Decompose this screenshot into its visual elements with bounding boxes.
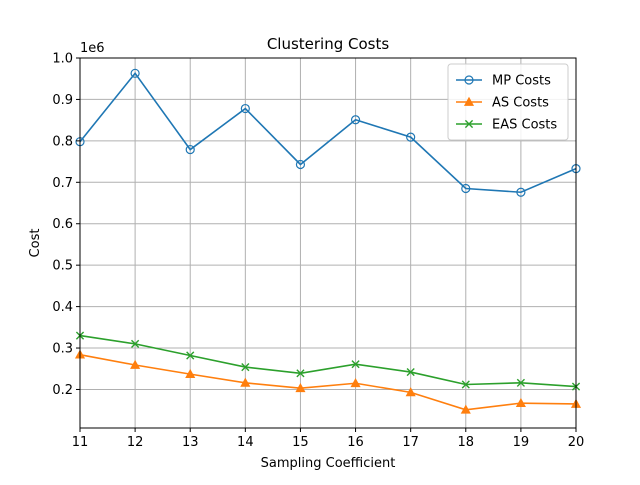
y-axis-ticks: 0.2 0.3 0.4 0.5 0.6 0.7 0.8 0.9 1.0: [52, 52, 80, 398]
x-tick-label: 12: [127, 435, 144, 450]
x-tick-label: 15: [292, 435, 309, 450]
legend-item-mp-costs: MP Costs: [456, 74, 551, 89]
y-tick-label: 0.4: [52, 300, 73, 315]
mp-costs-point: [461, 183, 471, 194]
y-tick-label: 0.6: [52, 217, 73, 232]
mp-costs-point: [516, 187, 526, 197]
chart-title: Clustering Costs: [267, 35, 390, 53]
legend: MP Costs AS Costs EAS Costs: [447, 63, 569, 141]
legend-item-eas-costs: EAS Costs: [456, 118, 557, 133]
y-tick-label: 0.3: [52, 342, 73, 357]
eas-costs-point-stroke: [296, 369, 305, 378]
as-costs-point: [350, 378, 361, 388]
x-tick-label: 19: [513, 435, 530, 450]
eas-costs-point: [241, 362, 250, 372]
legend-swatch-marker: [463, 96, 475, 106]
legend-label: MP Costs: [492, 74, 551, 89]
eas-costs-point-stroke: [186, 351, 195, 360]
eas-costs-point: [186, 351, 195, 360]
mp-costs-line: [79, 72, 577, 194]
y-tick-label: 0.7: [52, 176, 73, 191]
x-axis-label: Sampling Coefficient: [261, 456, 396, 471]
legend-swatch-marker: [464, 75, 474, 85]
eas-costs-point: [296, 369, 305, 378]
x-tick-label: 16: [347, 435, 364, 450]
legend-swatch-marker: [464, 119, 474, 129]
as-costs-point: [515, 397, 526, 407]
eas-costs-point: [131, 339, 140, 348]
legend-label: EAS Costs: [492, 118, 557, 133]
eas-costs-point: [516, 378, 525, 387]
as-costs-point: [295, 382, 306, 393]
mp-costs-point: [130, 68, 140, 78]
eas-costs-point-stroke: [351, 360, 360, 369]
y-axis-offset-label: 1e6: [80, 41, 105, 56]
as-costs-point: [240, 377, 251, 387]
y-tick-label: 0.5: [52, 259, 73, 274]
y-axis-label: Cost: [28, 229, 43, 258]
eas-costs-point-stroke: [461, 380, 470, 389]
y-tick-label: 0.2: [52, 383, 73, 398]
legend-label: AS Costs: [492, 96, 549, 111]
y-tick-label: 1.0: [52, 52, 73, 67]
eas-costs-point: [351, 360, 360, 369]
x-tick-label: 14: [237, 435, 254, 450]
eas-costs-line: [79, 334, 577, 388]
x-tick-label: 18: [458, 435, 475, 450]
eas-costs-point-stroke: [406, 367, 415, 377]
eas-costs-point-stroke: [516, 378, 525, 387]
x-tick-label: 17: [402, 435, 419, 450]
mp-costs-series: [75, 68, 581, 197]
legend-box: [447, 63, 569, 141]
mp-costs-point: [406, 132, 416, 142]
eas-costs-point: [406, 367, 415, 377]
x-axis-ticks: 11 12 13 14 15 16 17 18 19 20: [72, 428, 585, 450]
x-tick-label: 11: [72, 435, 89, 450]
mp-costs-point: [185, 144, 195, 155]
legend-item-as-costs: AS Costs: [456, 96, 549, 111]
y-tick-label: 0.9: [52, 93, 73, 108]
eas-costs-point-stroke: [241, 362, 250, 372]
y-tick-label: 0.8: [52, 134, 73, 149]
as-costs-point: [460, 404, 471, 414]
eas-costs-point: [461, 380, 470, 389]
eas-costs-point-stroke: [131, 339, 140, 348]
as-costs-point: [130, 359, 141, 369]
legend-swatch-marker-stroke: [464, 119, 474, 129]
x-tick-label: 20: [568, 435, 585, 450]
mp-costs-point: [350, 115, 361, 125]
as-costs-point: [185, 368, 196, 378]
as-costs-line: [79, 353, 577, 411]
mp-costs-point: [295, 159, 306, 170]
x-tick-label: 13: [182, 435, 199, 450]
as-costs-point: [405, 387, 416, 397]
mp-costs-point: [240, 103, 250, 114]
plot-area-frame: [79, 57, 577, 429]
